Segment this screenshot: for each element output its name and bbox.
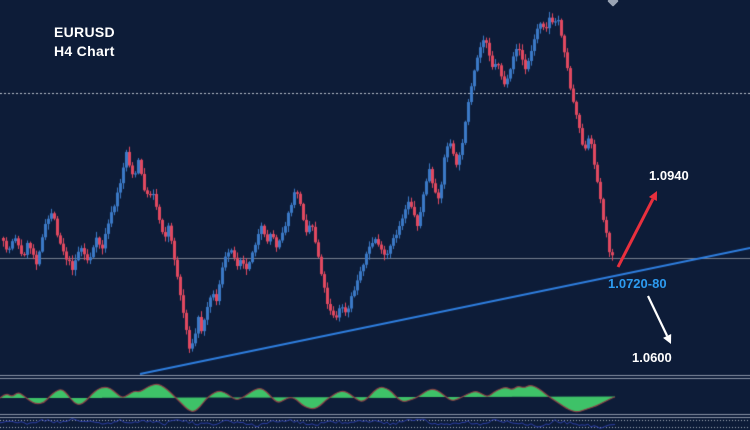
symbol-label: EURUSD [54, 24, 115, 40]
lower-target-price-label: 1.0600 [632, 350, 672, 365]
support-zone-price-label: 1.0720-80 [608, 276, 667, 291]
timeframe-label: H4 Chart [54, 43, 115, 59]
upper-target-price-label: 1.0940 [649, 168, 689, 183]
chart-title: EURUSD H4 Chart [54, 23, 115, 61]
